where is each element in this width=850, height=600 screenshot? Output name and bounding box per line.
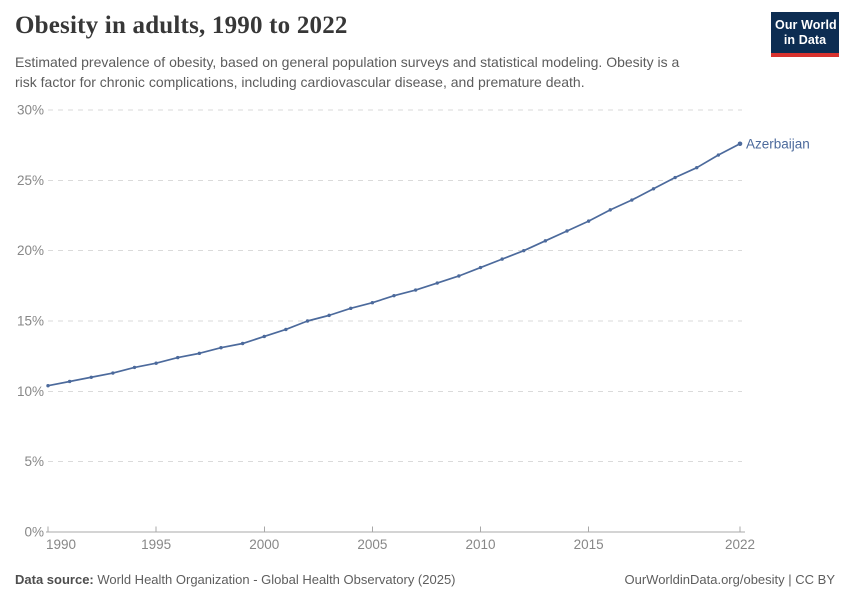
y-tick-label: 5% <box>24 454 44 469</box>
data-point <box>284 327 288 332</box>
x-tick-label: 2000 <box>249 537 279 552</box>
data-point <box>349 306 353 311</box>
y-tick-label: 0% <box>24 525 44 540</box>
data-point <box>197 351 202 356</box>
data-point <box>154 361 158 365</box>
y-tick-label: 30% <box>17 103 44 118</box>
data-source-note: Data source: World Health Organization -… <box>15 572 456 587</box>
series-label: Azerbaijan <box>746 136 810 151</box>
license-link[interactable]: OurWorldinData.org/obesity | CC BY <box>624 572 836 587</box>
x-tick-label: 2010 <box>465 537 495 552</box>
data-point <box>67 379 72 384</box>
data-point <box>392 293 396 298</box>
data-source-label: Data source: <box>15 572 94 587</box>
series-end-point <box>737 141 743 147</box>
y-tick-label: 10% <box>17 384 44 399</box>
data-point <box>608 208 612 212</box>
x-tick-label: 1990 <box>46 537 76 552</box>
x-tick-label: 1995 <box>141 537 171 552</box>
y-tick-label: 15% <box>17 314 44 329</box>
data-point <box>673 175 677 180</box>
data-point <box>370 301 375 305</box>
data-point <box>46 384 50 388</box>
data-point <box>651 187 656 191</box>
data-point <box>219 346 223 350</box>
chart-footer: Data source: World Health Organization -… <box>15 572 835 587</box>
data-point <box>565 229 569 233</box>
data-point <box>716 153 721 157</box>
owid-logo[interactable]: Our World in Data <box>771 12 839 57</box>
data-point <box>543 239 548 243</box>
data-point <box>586 219 591 223</box>
owid-logo-line1: Our World <box>775 18 837 32</box>
subtitle-line-2: risk factor for chronic complications, i… <box>15 74 585 90</box>
owid-logo-line2: in Data <box>783 33 827 47</box>
data-point <box>111 371 115 375</box>
data-point <box>500 257 504 261</box>
chart-subtitle: Estimated prevalence of obesity, based o… <box>15 52 745 92</box>
data-point <box>305 319 310 323</box>
data-point <box>413 288 418 292</box>
data-point <box>435 281 439 285</box>
data-point <box>176 355 180 360</box>
data-point <box>695 165 699 170</box>
data-point <box>478 265 483 270</box>
data-point <box>89 375 93 379</box>
x-tick-label: 2005 <box>357 537 387 552</box>
data-point <box>522 248 526 253</box>
data-point <box>630 198 634 202</box>
subtitle-line-1: Estimated prevalence of obesity, based o… <box>15 54 680 70</box>
data-source-text: World Health Organization - Global Healt… <box>93 572 456 587</box>
data-point <box>327 313 331 318</box>
y-tick-label: 25% <box>17 173 44 188</box>
data-point <box>457 274 461 278</box>
x-tick-label: 2022 <box>725 537 755 552</box>
data-point <box>132 365 137 370</box>
data-point <box>240 341 245 346</box>
x-tick-label: 2015 <box>574 537 604 552</box>
data-point <box>262 334 266 339</box>
page-title: Obesity in adults, 1990 to 2022 <box>15 12 348 39</box>
y-tick-label: 20% <box>17 243 44 258</box>
